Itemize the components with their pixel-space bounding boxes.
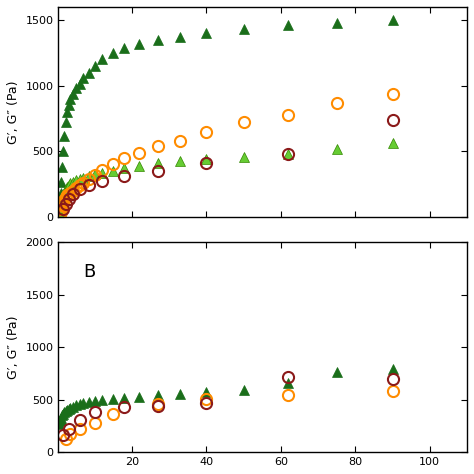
Y-axis label: G′, G″ (Pa): G′, G″ (Pa) <box>7 315 20 379</box>
Text: B: B <box>83 263 95 281</box>
Y-axis label: G′, G″ (Pa): G′, G″ (Pa) <box>7 80 20 144</box>
